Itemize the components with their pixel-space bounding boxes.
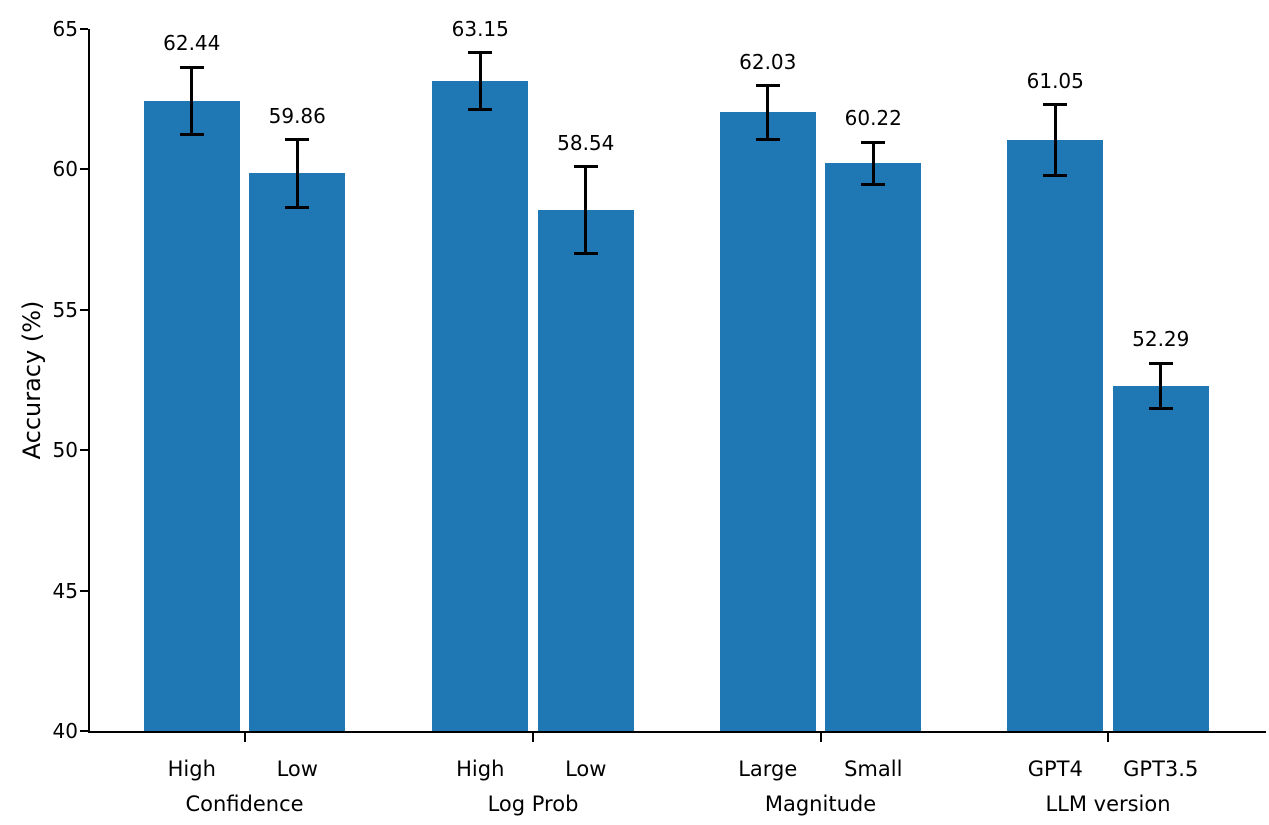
- bar-magnitude-large: [719, 112, 816, 731]
- error-bar-cap-top: [755, 84, 780, 88]
- error-bar-line: [478, 52, 482, 110]
- x-tick-mark: [819, 733, 822, 742]
- error-bar-cap-top: [1043, 103, 1068, 107]
- group-label-magnitude: Magnitude: [764, 792, 877, 816]
- y-tick-label: 50: [52, 438, 78, 463]
- y-tick-label: 45: [52, 578, 78, 603]
- value-label-confidence-low: 59.86: [268, 103, 326, 128]
- y-tick-mark: [80, 730, 88, 732]
- error-bar-cap-bottom: [755, 137, 780, 141]
- bar-magnitude-small: [825, 163, 922, 731]
- error-bar-cap-top: [861, 140, 886, 144]
- value-label-log-prob-high: 63.15: [451, 16, 509, 41]
- y-tick-label: 55: [52, 297, 78, 322]
- bar-confidence-high: [143, 100, 240, 731]
- y-tick-label: 40: [52, 719, 78, 743]
- error-bar-line: [584, 166, 588, 254]
- x-tick-mark: [243, 733, 246, 742]
- y-axis-spine: [88, 29, 90, 733]
- bar-label-confidence-high: High: [167, 757, 216, 781]
- error-bar-line: [871, 142, 875, 185]
- bar-confidence-low: [249, 173, 346, 731]
- bar-log-prob-high: [432, 80, 529, 731]
- value-label-llm-version-gpt3.5: 52.29: [1132, 327, 1190, 352]
- error-bar-cap-bottom: [861, 182, 886, 186]
- error-bar-line: [1159, 363, 1163, 409]
- bar-label-confidence-low: Low: [276, 757, 318, 781]
- bar-log-prob-low: [537, 210, 634, 731]
- error-bar-cap-bottom: [179, 133, 204, 137]
- error-bar-line: [295, 139, 299, 208]
- error-bar-cap-bottom: [573, 252, 598, 256]
- bar-label-magnitude-large: Large: [738, 757, 798, 781]
- y-tick-label: 60: [52, 157, 78, 182]
- x-tick-mark: [532, 733, 534, 742]
- y-tick-mark: [80, 28, 88, 30]
- error-bar-line: [190, 67, 194, 135]
- y-tick-mark: [80, 308, 88, 311]
- error-bar-line: [1053, 104, 1057, 175]
- value-label-confidence-high: 62.44: [163, 31, 221, 56]
- bar-label-log-prob-low: Low: [565, 757, 607, 781]
- bar-label-magnitude-small: Small: [844, 757, 903, 781]
- group-label-confidence: Confidence: [185, 792, 304, 816]
- error-bar-cap-top: [468, 51, 493, 55]
- value-label-magnitude-small: 60.22: [844, 106, 902, 131]
- y-tick-label: 65: [52, 17, 78, 41]
- value-label-llm-version-gpt4: 61.05: [1026, 68, 1084, 93]
- bar-label-log-prob-high: High: [456, 757, 505, 781]
- value-label-log-prob-low: 58.54: [557, 130, 615, 155]
- error-bar-cap-top: [179, 65, 204, 69]
- x-tick-mark: [1107, 733, 1109, 742]
- x-axis-spine: [88, 731, 1266, 733]
- bar-label-llm-version-gpt3.5: GPT3.5: [1123, 757, 1199, 781]
- error-bar-cap-top: [573, 165, 598, 169]
- y-tick-mark: [80, 589, 88, 592]
- error-bar-cap-bottom: [285, 205, 310, 209]
- bar-llm-version-gpt4: [1007, 139, 1104, 731]
- error-bar-cap-bottom: [1043, 173, 1068, 177]
- error-bar-cap-bottom: [468, 107, 493, 111]
- bar-llm-version-gpt3.5: [1112, 385, 1209, 731]
- group-label-llm-version: LLM version: [1045, 792, 1171, 816]
- error-bar-line: [766, 85, 770, 140]
- error-bar-cap-top: [1148, 361, 1173, 365]
- value-label-magnitude-large: 62.03: [739, 49, 797, 74]
- bar-label-llm-version-gpt4: GPT4: [1027, 757, 1083, 781]
- group-label-log-prob: Log Prob: [487, 792, 579, 816]
- error-bar-cap-bottom: [1148, 406, 1173, 410]
- y-tick-mark: [80, 168, 88, 171]
- y-tick-mark: [80, 449, 88, 452]
- error-bar-cap-top: [285, 138, 310, 142]
